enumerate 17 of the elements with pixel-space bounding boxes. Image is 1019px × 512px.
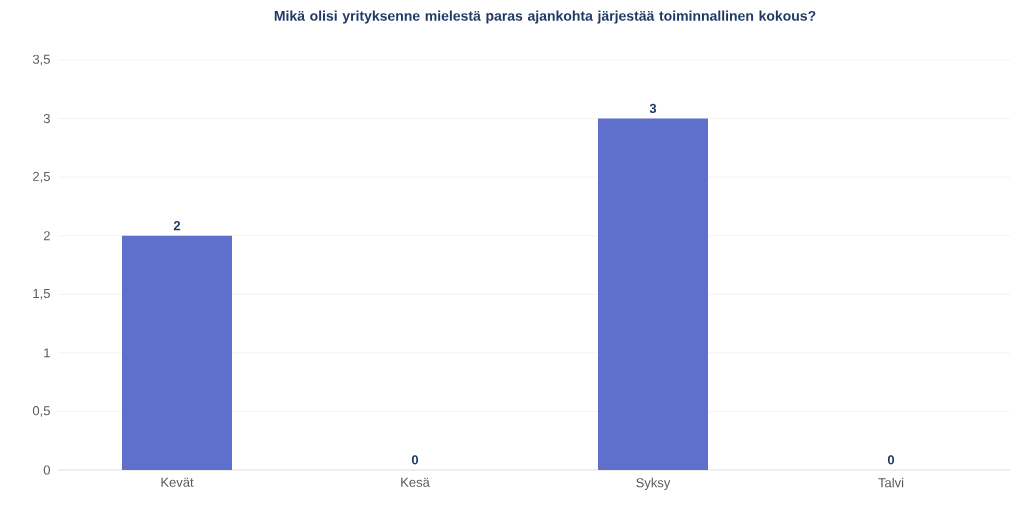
y-tick-label: 0,5 (32, 406, 50, 417)
x-tick-label: Kevät (161, 477, 194, 487)
y-tick-label: 1 (44, 348, 50, 358)
y-tick-label: 1,5 (33, 288, 50, 300)
y-tick-label: 3 (43, 113, 50, 124)
data-label: 0 (887, 455, 895, 465)
x-tick-label: Kesä (401, 477, 430, 487)
y-tick-label: 3,5 (32, 54, 50, 66)
chart-title: Mikä olisi yrityksenne mielestä paras ajankohta järjestää toiminnallinen kokous? (274, 10, 816, 24)
data-label: 3 (649, 103, 657, 114)
x-tick-label: Syksy (636, 477, 671, 490)
data-label: 0 (411, 455, 419, 465)
x-tick-label: Talvi (878, 477, 904, 488)
y-tick-label: 2 (43, 231, 50, 241)
y-tick-label: 0 (43, 465, 50, 475)
y-tick-label: 2,5 (33, 171, 50, 183)
data-label: 2 (173, 221, 181, 231)
